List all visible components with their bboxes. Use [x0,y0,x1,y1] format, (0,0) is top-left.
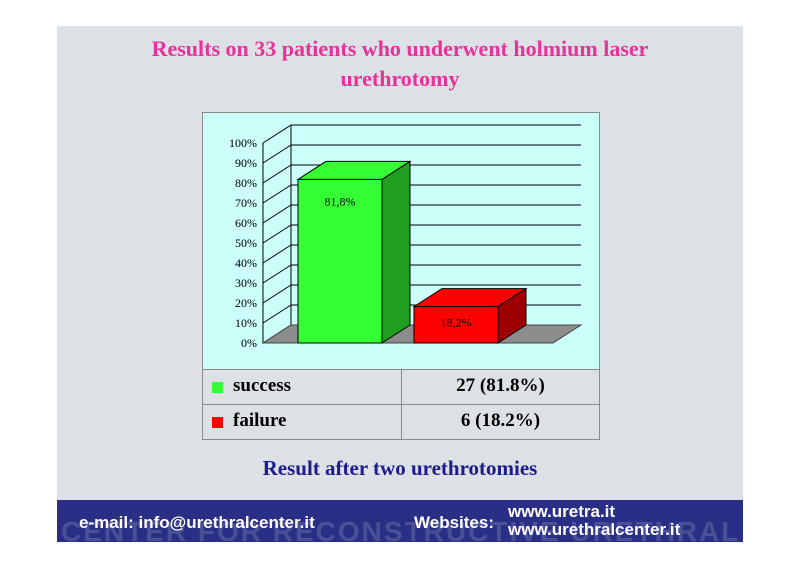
y-tick-label: 70% [235,196,257,210]
gridline-depth [262,124,292,144]
gridline-depth [262,144,292,164]
legend-table: success 27 (81.8%) failure 6 (18.2%) [202,369,600,440]
gridline-depth [262,264,292,284]
slide-title: Results on 33 patients who underwent hol… [57,34,743,94]
legend-label-success: success [233,375,292,396]
y-tick-label: 50% [235,236,257,250]
title-line-1: Results on 33 patients who underwent hol… [151,36,649,61]
y-tick-label: 20% [235,296,257,310]
data-label-success: 81,8% [325,194,356,208]
y-tick-label: 80% [235,176,257,190]
gridline-depth [262,184,292,204]
legend-value-success: 27 (81.8%) [456,375,545,396]
y-tick-label: 40% [235,256,257,270]
gridline-depth [262,164,292,184]
y-tick-label: 90% [235,156,257,170]
y-tick-label: 0% [241,336,257,350]
bar-success [297,178,383,344]
y-tick-label: 10% [235,316,257,330]
title-line-2: urethrotomy [340,66,460,91]
failure-swatch [212,417,223,428]
y-tick-label: 30% [235,276,257,290]
chart-area: 0% 10% 20% 30% 40% 50% 60% 70% 80% 90% 100% 81,8% 18… [202,112,600,370]
legend-value-failure: 6 (18.2%) [460,410,541,431]
bar-chart: 0% 10% 20% 30% 40% 50% 60% 70% 80% 90% 100% 81,8% 18… [229,124,583,350]
gridline-depth [262,284,292,304]
legend-row-success: success 27 (81.8%) [203,370,599,405]
bar-failure-side [497,287,527,344]
legend-label-failure: failure [233,410,287,431]
legend-row-failure: failure 6 (18.2%) [203,405,599,439]
success-swatch [212,382,223,393]
y-tick-label: 60% [235,216,257,230]
bar-success-side [381,160,411,344]
y-tick-label: 100% [229,136,257,150]
data-label-failure: 18,2% [441,316,472,330]
gridline-depth [262,224,292,244]
gridline-depth [262,304,292,324]
gridline-depth [262,204,292,224]
gridline-depth [262,244,292,264]
